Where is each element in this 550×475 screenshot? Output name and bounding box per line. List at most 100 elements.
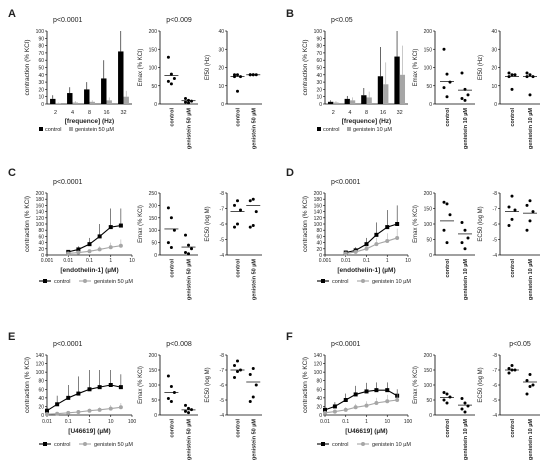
- data-point: [374, 242, 379, 247]
- y-tick-label: -4: [220, 413, 225, 419]
- series-line: [345, 223, 398, 254]
- y-tick-label: 10: [316, 95, 322, 101]
- y-tick-label: -7: [220, 207, 225, 213]
- x-tick-label: 10: [384, 419, 390, 425]
- data-point: [108, 406, 113, 411]
- data-point: [385, 239, 390, 244]
- data-point: [466, 236, 470, 240]
- panel-letter: B: [286, 8, 294, 20]
- p-value-label: p<0.05: [509, 341, 531, 348]
- x-tick-label: 2: [332, 110, 335, 116]
- data-point: [236, 199, 239, 203]
- data-point: [528, 385, 532, 388]
- y-axis-label: Ef50 (Hz): [478, 55, 484, 80]
- y-tick-label: 140: [36, 210, 45, 216]
- y-tick-label: 100: [149, 66, 158, 72]
- data-point: [184, 251, 187, 255]
- data-point: [528, 199, 532, 203]
- y-tick-label: 0: [429, 413, 432, 419]
- x-tick-label: 0.1: [65, 419, 72, 425]
- legend: control genistein 50 µM: [39, 127, 114, 133]
- p-value-label: p<0.0001: [53, 179, 82, 186]
- y-axis-label: Emax (% KCl): [413, 366, 419, 404]
- data-point: [507, 367, 511, 370]
- y-tick-label: 40: [38, 73, 44, 79]
- data-point: [531, 210, 535, 214]
- y-tick-label: 50: [426, 84, 432, 90]
- bar: [50, 98, 56, 104]
- data-point: [332, 409, 337, 414]
- data-point: [166, 374, 170, 378]
- data-point: [55, 411, 60, 416]
- data-point: [236, 73, 239, 77]
- legend-label: control: [323, 127, 340, 133]
- y-tick-label: 30: [491, 47, 497, 53]
- x-tick-label: 10: [129, 258, 135, 264]
- data-point: [236, 89, 239, 93]
- data-point: [66, 395, 71, 400]
- y-tick-label: 60: [316, 58, 322, 64]
- y-tick-label: 100: [424, 66, 433, 72]
- data-point: [395, 235, 400, 240]
- data-point: [251, 395, 255, 399]
- p-value-label: p<0.0001: [331, 341, 360, 348]
- data-point: [353, 392, 358, 397]
- y-tick-label: 100: [36, 370, 45, 376]
- data-point: [460, 407, 464, 411]
- legend: control genistein 50 µM: [39, 442, 133, 448]
- y-tick-label: -5: [220, 398, 225, 404]
- data-point: [374, 232, 379, 237]
- legend-marker: [43, 279, 47, 283]
- panel-letter: C: [8, 167, 16, 179]
- y-tick-label: 10: [218, 84, 224, 90]
- legend-label: genistein 10 µM: [353, 127, 392, 133]
- data-point: [385, 399, 390, 404]
- x-category-label: control: [236, 259, 242, 278]
- data-point: [507, 224, 511, 228]
- y-tick-label: 100: [36, 29, 45, 35]
- y-tick-label: 40: [38, 241, 44, 247]
- y-tick-label: 140: [314, 353, 323, 359]
- y-tick-label: 120: [314, 216, 323, 222]
- legend: control genistein 10 µM: [317, 127, 392, 133]
- y-tick-label: -5: [220, 238, 225, 244]
- y-axis-label: Emax (% KCl): [138, 49, 144, 87]
- x-category-label: genistein 10 µM: [528, 259, 534, 300]
- data-point: [448, 395, 452, 399]
- data-point: [251, 224, 255, 228]
- data-point: [76, 250, 81, 255]
- data-point: [118, 243, 123, 248]
- y-tick-label: 70: [38, 51, 44, 57]
- data-point: [66, 251, 71, 256]
- data-point: [254, 383, 258, 387]
- x-category-label: control: [445, 419, 451, 438]
- y-tick-label: 40: [218, 29, 224, 35]
- data-point: [385, 225, 390, 230]
- legend-marker: [347, 127, 351, 131]
- data-point: [169, 82, 173, 86]
- legend-label: genistein 10 µM: [372, 442, 411, 448]
- panel-A-scatter: 0 10 20 30 40 Ef50 (Hz) control genistein 50 µM: [205, 29, 262, 149]
- x-tick-label: 1: [365, 419, 368, 425]
- data-point: [442, 398, 446, 402]
- data-point: [510, 217, 514, 221]
- bar: [327, 101, 334, 104]
- y-tick-label: -4: [493, 413, 498, 419]
- y-tick-label: -8: [493, 353, 498, 359]
- legend-label: genistein 50 µM: [94, 279, 133, 285]
- data-point: [239, 208, 242, 212]
- bar: [383, 84, 389, 104]
- data-point: [463, 410, 467, 414]
- y-tick-label: 80: [316, 379, 322, 385]
- data-point: [87, 249, 92, 254]
- bar: [84, 89, 90, 104]
- p-value-label: p<0.0001: [331, 179, 360, 186]
- y-tick-label: 20: [218, 66, 224, 72]
- data-point: [510, 194, 514, 198]
- data-point: [184, 233, 187, 237]
- y-axis-label: EC50 (log M): [205, 206, 211, 241]
- data-point: [184, 97, 187, 101]
- y-tick-label: 40: [316, 396, 322, 402]
- data-point: [97, 385, 102, 390]
- y-tick-label: 80: [316, 228, 322, 234]
